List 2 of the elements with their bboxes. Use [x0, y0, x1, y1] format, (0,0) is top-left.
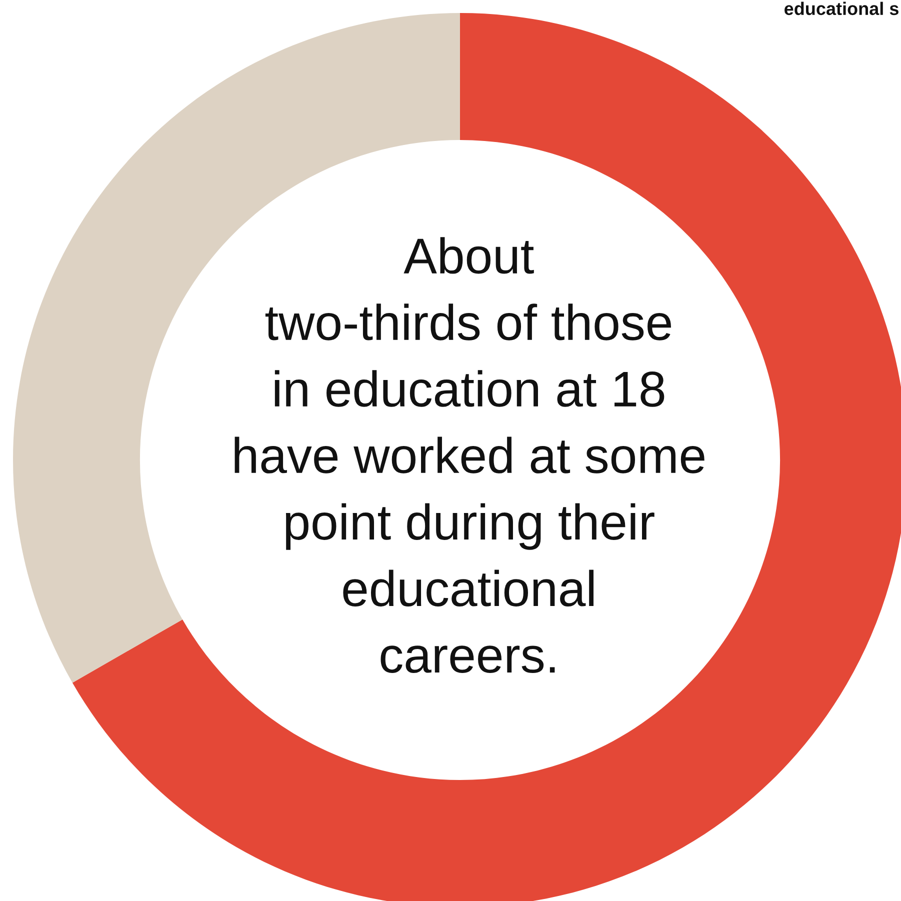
text: educational s	[784, 2, 898, 16]
text: About two-thirds of those in education at 18 have worked at some point during their educational careers.	[234, 237, 704, 674]
